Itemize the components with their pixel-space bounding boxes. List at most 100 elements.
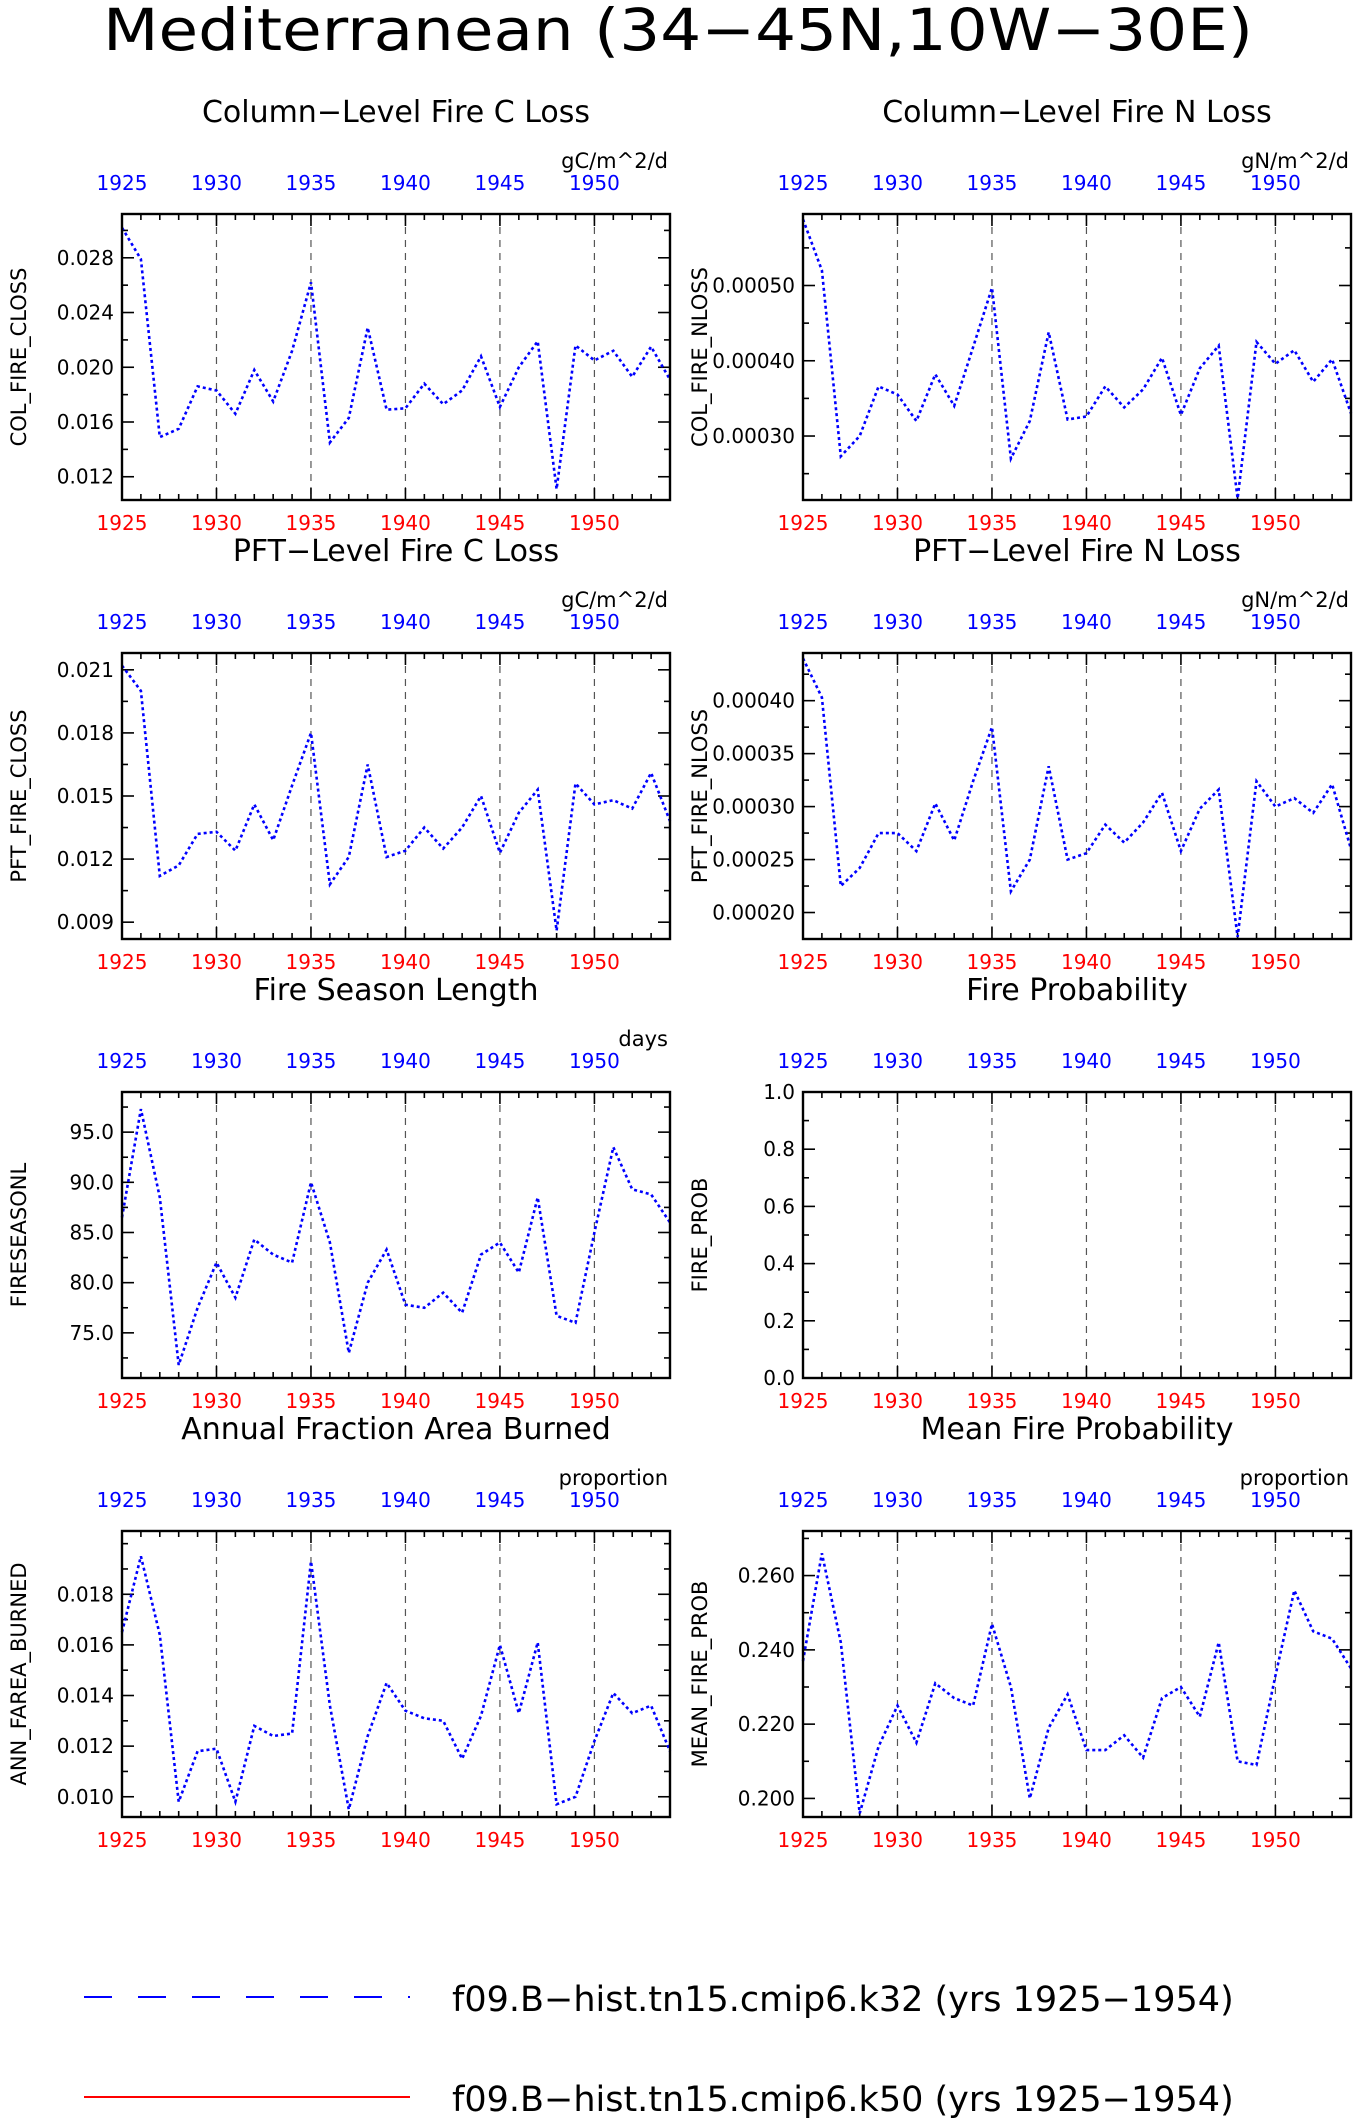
- y-tick-label: 0.020: [57, 355, 114, 379]
- x-tick-label-bottom: 1935: [286, 950, 337, 974]
- x-tick-label-bottom: 1940: [1061, 950, 1112, 974]
- x-tick-label-bottom: 1925: [97, 1389, 148, 1413]
- plot-frame: [801, 651, 1353, 941]
- y-tick-label: 0.009: [57, 910, 114, 934]
- x-tick-label-top: 1930: [191, 1488, 242, 1512]
- x-tick-label-top: 1925: [778, 610, 829, 634]
- y-tick-label: 0.014: [57, 1684, 114, 1708]
- y-tick-label: 0.028: [57, 246, 114, 270]
- panel-units: proportion: [1240, 1466, 1349, 1490]
- x-tick-label-bottom: 1935: [286, 1828, 337, 1852]
- y-tick-label: 0.6: [763, 1194, 795, 1218]
- x-tick-label-bottom: 1925: [778, 950, 829, 974]
- figure-title: Mediterranean (34−45N,10W−30E): [103, 0, 1253, 64]
- x-tick-label-bottom: 1950: [569, 1389, 620, 1413]
- x-tick-label-top: 1925: [778, 1049, 829, 1073]
- y-tick-label: 0.016: [57, 1633, 114, 1657]
- x-tick-label-top: 1940: [1061, 1488, 1112, 1512]
- x-tick-label-bottom: 1945: [1155, 1389, 1206, 1413]
- x-tick-label-bottom: 1935: [967, 1389, 1018, 1413]
- y-axis-label: PFT_FIRE_CLOSS: [7, 709, 32, 882]
- x-tick-label-bottom: 1925: [97, 950, 148, 974]
- y-tick-label: 0.00035: [712, 742, 795, 766]
- x-tick-label-bottom: 1940: [1061, 1828, 1112, 1852]
- y-axis-label: COL_FIRE_CLOSS: [7, 268, 32, 447]
- series-line: [120, 1108, 672, 1366]
- y-tick-label: 0.00040: [712, 349, 795, 373]
- plot-frame: [120, 1529, 672, 1819]
- x-tick-label-top: 1925: [97, 1049, 148, 1073]
- y-tick-label: 0.00040: [712, 689, 795, 713]
- x-tick-label-top: 1930: [191, 171, 242, 195]
- x-tick-label-top: 1940: [380, 610, 431, 634]
- panel-title: PFT−Level Fire C Loss: [233, 534, 559, 569]
- x-tick-label-top: 1950: [569, 171, 620, 195]
- x-tick-label-bottom: 1925: [778, 1389, 829, 1413]
- x-tick-label-top: 1930: [872, 610, 923, 634]
- x-tick-label-top: 1945: [1155, 1049, 1206, 1073]
- x-tick-label-top: 1940: [1061, 171, 1112, 195]
- plot-frame: [801, 212, 1353, 502]
- x-tick-label-top: 1935: [286, 1049, 337, 1073]
- x-tick-label-bottom: 1945: [474, 511, 525, 535]
- x-tick-label-top: 1925: [778, 171, 829, 195]
- y-axis-label: FIRE_PROB: [688, 1178, 713, 1293]
- y-tick-label: 0.260: [738, 1564, 795, 1588]
- x-tick-label-top: 1930: [191, 610, 242, 634]
- y-tick-label: 90.0: [69, 1170, 114, 1194]
- panel-units: gC/m^2/d: [561, 588, 668, 612]
- x-tick-label-top: 1935: [286, 1488, 337, 1512]
- x-tick-label-bottom: 1950: [1250, 1389, 1301, 1413]
- y-tick-label: 0.0: [763, 1366, 795, 1390]
- y-tick-label: 85.0: [69, 1220, 114, 1244]
- x-tick-label-bottom: 1930: [191, 511, 242, 535]
- x-tick-label-top: 1925: [778, 1488, 829, 1512]
- x-tick-label-top: 1940: [380, 1049, 431, 1073]
- x-tick-label-bottom: 1945: [474, 1389, 525, 1413]
- y-axis-label: FIRESEASONL: [7, 1163, 31, 1308]
- x-tick-label-bottom: 1940: [380, 950, 431, 974]
- chart-panel-2: Column−Level Fire N Loss gN/m^2/d 1925 1925…: [688, 95, 1353, 535]
- y-tick-label: 0.015: [57, 784, 114, 808]
- y-tick-label: 0.018: [57, 1582, 114, 1606]
- x-tick-label-bottom: 1950: [1250, 950, 1301, 974]
- x-tick-label-bottom: 1925: [778, 511, 829, 535]
- x-tick-label-bottom: 1930: [872, 950, 923, 974]
- x-tick-label-top: 1945: [474, 610, 525, 634]
- y-axis-label: ANN_FAREA_BURNED: [7, 1562, 32, 1785]
- series-line: [801, 657, 1353, 938]
- legend-label-2: f09.B−hist.tn15.cmip6.k50 (yrs 1925−1954…: [452, 2080, 1234, 2119]
- plot-frame: [120, 1090, 672, 1380]
- panel-units: gN/m^2/d: [1241, 588, 1349, 612]
- y-tick-label: 0.018: [57, 721, 114, 745]
- panel-units: days: [618, 1027, 668, 1051]
- x-tick-label-top: 1930: [191, 1049, 242, 1073]
- y-tick-label: 0.220: [738, 1712, 795, 1736]
- x-tick-label-top: 1925: [97, 171, 148, 195]
- y-axis-label: PFT_FIRE_NLOSS: [688, 709, 713, 883]
- y-tick-label: 0.024: [57, 301, 114, 325]
- y-tick-label: 0.00030: [712, 795, 795, 819]
- series-line: [120, 227, 672, 490]
- x-tick-label-bottom: 1950: [569, 511, 620, 535]
- x-tick-label-bottom: 1930: [191, 1828, 242, 1852]
- y-tick-label: 75.0: [69, 1321, 114, 1345]
- x-tick-label-top: 1935: [967, 171, 1018, 195]
- x-tick-label-bottom: 1940: [1061, 1389, 1112, 1413]
- x-tick-label-bottom: 1935: [967, 511, 1018, 535]
- x-tick-label-bottom: 1930: [872, 511, 923, 535]
- x-tick-label-bottom: 1945: [1155, 950, 1206, 974]
- x-tick-label-top: 1945: [1155, 610, 1206, 634]
- x-tick-label-top: 1950: [569, 1049, 620, 1073]
- y-tick-label: 0.00030: [712, 424, 795, 448]
- x-tick-label-bottom: 1935: [967, 1828, 1018, 1852]
- plot-frame: [801, 1529, 1353, 1819]
- legend-label-1: f09.B−hist.tn15.cmip6.k32 (yrs 1925−1954…: [452, 1980, 1234, 2020]
- series-line: [120, 664, 672, 931]
- x-tick-label-top: 1950: [1250, 1049, 1301, 1073]
- x-tick-label-top: 1935: [967, 1488, 1018, 1512]
- x-tick-label-top: 1950: [1250, 610, 1301, 634]
- chart-panels: Column−Level Fire C Loss gC/m^2/d 1925 1925…: [7, 95, 1353, 1852]
